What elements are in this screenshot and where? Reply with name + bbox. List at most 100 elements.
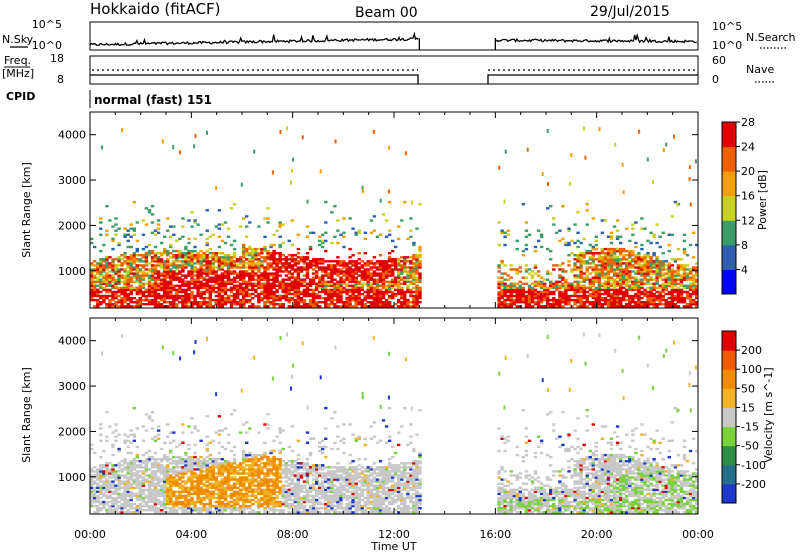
velocity-cell [153,476,158,479]
power-cell [120,292,124,296]
power-cell [682,296,687,300]
power-cell [321,280,325,283]
power-cell [156,258,161,261]
power-cell [111,247,115,251]
power-cell [615,260,620,263]
power-cell [220,264,225,267]
power-cell [670,272,674,275]
power-cell [223,262,228,265]
power-cell [190,252,194,255]
velocity-cell [114,439,118,442]
power-cell [360,260,364,263]
velocity-cell [138,482,142,485]
power-cell [533,290,538,294]
velocity-cell [190,511,194,514]
power-cell [147,262,152,265]
power-cell [676,278,681,281]
velocity-cell [187,488,191,491]
power-cell [637,288,641,292]
velocity-cell [153,460,158,463]
power-cell [144,288,149,292]
power-cell [670,215,674,218]
velocity-cell [132,486,136,489]
power-cell [658,264,662,267]
power-cell [226,266,231,269]
power-cell [217,298,222,302]
velocity-cell [196,507,200,510]
power-cell [582,292,586,296]
power-cell [150,272,155,275]
velocity-cell [102,474,106,477]
power-cell [403,200,407,204]
power-cell [649,260,653,263]
velocity-cell [226,472,231,475]
velocity-cell [135,455,139,459]
velocity-cell [123,498,127,502]
velocity-cell [172,431,176,434]
power-cell [634,303,638,306]
power-cell [187,272,191,275]
power-cell [375,260,380,263]
power-cell [245,266,249,269]
velocity-cell [169,449,173,453]
velocity-cell [223,447,228,451]
power-cell [305,272,310,275]
power-cell [637,282,641,285]
power-cell [208,301,212,304]
power-cell [117,256,121,259]
power-cell [105,305,109,308]
power-cell [239,284,243,287]
power-cell [330,276,334,279]
velocity-cell [193,455,197,459]
power-cell [159,252,164,255]
power-cell [360,274,364,277]
power-cell [652,303,656,306]
power-cell [153,245,158,249]
power-cell [336,241,340,245]
power-cell [196,282,200,285]
power-cell [619,288,623,292]
velocity-cell [169,476,173,479]
power-cell [272,280,276,283]
power-cell [579,288,583,292]
velocity-cell [163,476,167,479]
power-cell [354,305,358,308]
velocity-cell [166,435,170,438]
power-cell [357,292,361,296]
power-cell [172,256,176,259]
power-cell [387,282,392,285]
power-cell [351,254,355,257]
power-cell [597,292,602,296]
power-cell [90,262,94,265]
power-cell [321,268,325,271]
velocity-cell [226,478,231,481]
power-cell [579,280,583,283]
velocity-cell [193,509,197,512]
velocity-cell [114,511,118,514]
power-cell [330,266,334,269]
power-cell [351,290,355,294]
power-cell [263,282,267,285]
power-cell [394,284,398,287]
power-cell [199,286,203,290]
power-cell [156,278,161,281]
power-cell [357,266,361,269]
power-cell [394,264,398,267]
power-cell [163,268,167,271]
power-cell [555,231,559,234]
power-cell [299,260,304,263]
power-cell [594,276,598,279]
power-cell [691,288,696,292]
velocity-cell [229,500,234,504]
power-cell [509,284,513,287]
power-cell [497,294,501,298]
power-cell [387,272,392,275]
power-cell [93,276,97,279]
velocity-cell [163,458,167,461]
power-cell [646,272,650,275]
velocity-cell [135,496,139,500]
power-cell [290,256,294,259]
velocity-cell [129,429,133,432]
power-cell [394,294,398,298]
power-cell [211,268,215,271]
